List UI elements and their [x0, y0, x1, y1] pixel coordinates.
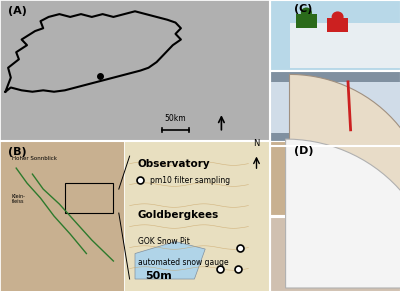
Text: 50km: 50km	[165, 113, 186, 123]
Polygon shape	[286, 139, 400, 288]
Text: pm10 filter sampling: pm10 filter sampling	[150, 175, 230, 184]
Ellipse shape	[332, 11, 344, 22]
Text: (C): (C)	[294, 4, 312, 14]
Text: Klein-
fleiss: Klein- fleiss	[12, 194, 26, 204]
Text: GOK Snow Pit: GOK Snow Pit	[138, 237, 190, 246]
Bar	[270, 82, 400, 133]
Bar	[294, 179, 312, 186]
Bar	[65, 183, 114, 213]
Bar	[0, 141, 124, 291]
Bar	[0, 0, 270, 141]
Text: Goldbergkees: Goldbergkees	[138, 210, 219, 220]
Text: automated snow gauge: automated snow gauge	[138, 258, 228, 267]
Bar	[270, 0, 400, 70]
Text: (B): (B)	[8, 147, 27, 157]
Bar	[124, 141, 270, 291]
Bar	[270, 217, 400, 291]
Bar	[270, 71, 400, 141]
Bar	[327, 18, 348, 33]
Text: Hoher Sonnblick: Hoher Sonnblick	[12, 156, 57, 161]
Bar	[270, 141, 400, 215]
Bar	[290, 23, 400, 68]
Text: Observatory: Observatory	[138, 159, 210, 169]
Polygon shape	[135, 242, 205, 279]
Text: N: N	[253, 139, 260, 148]
Text: 50m: 50m	[146, 271, 172, 281]
Text: (D): (D)	[294, 146, 314, 155]
Polygon shape	[290, 74, 400, 212]
Ellipse shape	[301, 8, 312, 18]
Text: (A): (A)	[8, 6, 27, 16]
Bar	[296, 14, 317, 28]
